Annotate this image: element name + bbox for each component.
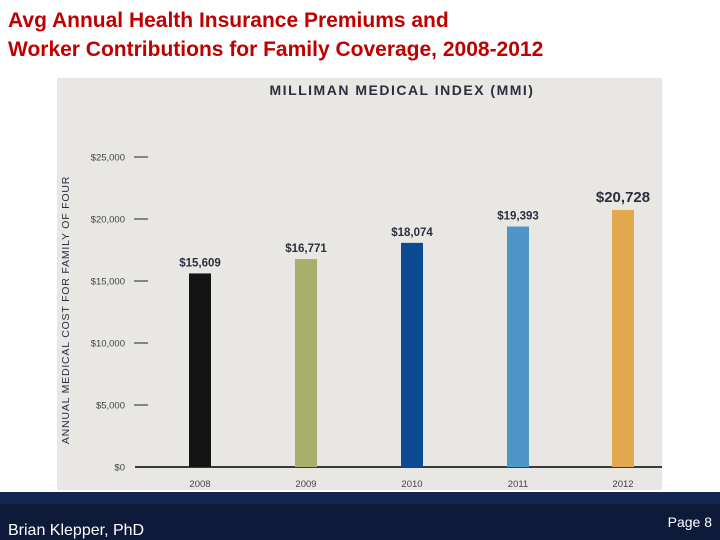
bar-2008: [189, 273, 211, 467]
x-tick-label: 2009: [295, 479, 316, 490]
x-tick-label: 2010: [401, 479, 422, 490]
y-tick-label: $20,000: [91, 215, 125, 226]
bar-value-label: $16,771: [285, 243, 327, 255]
y-tick-label: $25,000: [91, 153, 125, 164]
y-tick-label: $10,000: [91, 339, 125, 350]
y-tick-label: $15,000: [91, 277, 125, 288]
slide-title-line-2: Worker Contributions for Family Coverage…: [8, 38, 544, 61]
bar-value-label: $15,609: [179, 257, 221, 269]
bar-2011: [507, 226, 529, 467]
y-axis-label: ANNUAL MEDICAL COST FOR FAMILY OF FOUR: [60, 176, 72, 444]
y-tick-label: $5,000: [96, 401, 125, 412]
y-tick-label: $0: [114, 463, 125, 474]
bar-2010: [401, 242, 423, 467]
chart-panel: MILLIMAN MEDICAL INDEX (MMI) ANNUAL MEDI…: [57, 78, 662, 490]
slide-title: Avg Annual Health Insurance Premiums and…: [8, 6, 708, 64]
slide-title-line-1: Avg Annual Health Insurance Premiums and: [8, 9, 449, 32]
bar-chart: MILLIMAN MEDICAL INDEX (MMI) ANNUAL MEDI…: [60, 82, 662, 490]
bar-2009: [295, 259, 317, 467]
x-tick-label: 2012: [612, 479, 633, 490]
footer-author: Brian Klepper, PhD: [8, 522, 145, 539]
bar-2012: [612, 209, 634, 468]
bar-value-label: $19,393: [497, 211, 539, 223]
chart-title: MILLIMAN MEDICAL INDEX (MMI): [270, 82, 535, 98]
bar-value-label: $20,728: [596, 189, 650, 206]
footer-bar: [0, 492, 720, 540]
x-tick-label: 2011: [508, 479, 528, 490]
footer-stripe: [0, 492, 720, 504]
page-number: Page 8: [667, 514, 712, 530]
bar-value-label: $18,074: [391, 227, 433, 239]
x-tick-label: 2008: [189, 479, 210, 490]
